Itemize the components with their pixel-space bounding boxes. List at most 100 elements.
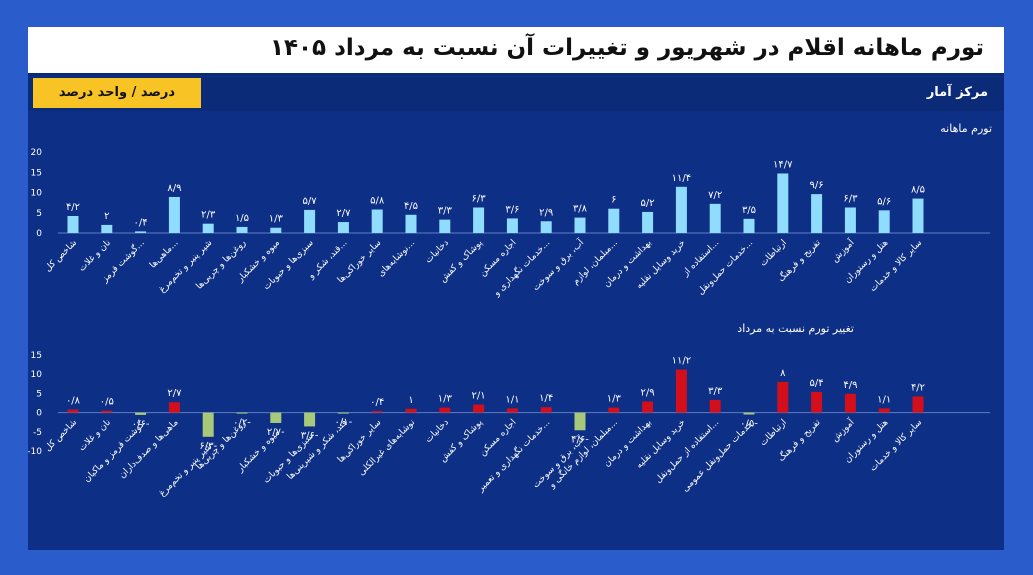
change-ytick-label: -5 — [33, 428, 42, 438]
change-value-label: -۰/۵ — [740, 419, 758, 430]
monthly-category-label: ارتباطات — [758, 238, 789, 269]
change-value-label: ۵/۴ — [810, 378, 824, 389]
monthly-value-label: ۳/۸ — [573, 204, 588, 215]
change-ytick-label: -10 — [28, 447, 42, 457]
monthly-value-label: ۸/۹ — [167, 183, 181, 194]
change-value-label: ۲/۹ — [641, 387, 655, 398]
change-bar — [236, 412, 248, 414]
monthly-value-label: ۱۴/۷ — [773, 159, 793, 170]
monthly-value-label: ۲/۳ — [201, 210, 216, 221]
change-value-label: -۴/۶ — [571, 434, 589, 445]
change-value-label: ۰/۸ — [66, 396, 81, 407]
monthly-bar — [608, 208, 620, 233]
monthly-ytick-label: 20 — [31, 148, 43, 158]
change-value-label: -۲/۷ — [267, 427, 285, 438]
monthly-ytick-label: 5 — [36, 209, 42, 219]
monthly-bar — [642, 211, 654, 233]
change-bar — [506, 408, 518, 413]
monthly-bar — [270, 227, 282, 233]
change-bar — [540, 407, 552, 413]
change-bar — [202, 412, 214, 437]
change-bar — [168, 402, 180, 413]
monthly-bar — [709, 203, 721, 233]
monthly-bar — [135, 231, 147, 233]
monthly-category-label: ماهی‌ها... — [148, 238, 180, 270]
change-bar — [912, 396, 924, 413]
change-bar — [270, 412, 282, 423]
monthly-bar — [743, 218, 755, 233]
change-value-label: ۰/۴ — [370, 397, 384, 408]
monthly-bar — [405, 214, 417, 233]
unit-badge: درصد / واحد درصد — [33, 78, 201, 108]
monthly-ytick-label: 15 — [31, 168, 42, 178]
monthly-value-label: ۶ — [611, 195, 616, 206]
change-category-label: شاخص کل — [43, 418, 79, 454]
change-value-label: ۴/۹ — [843, 380, 857, 391]
monthly-value-label: ۷/۲ — [708, 190, 722, 201]
change-value-label: -۳/۶ — [301, 430, 319, 441]
monthly-value-label: ۳/۶ — [505, 204, 519, 215]
change-bar — [101, 410, 113, 413]
change-bar — [844, 393, 856, 413]
monthly-category-label: آموزش — [829, 236, 857, 264]
monthly-bar — [844, 207, 856, 233]
monthly-bar — [506, 218, 518, 233]
change-category-label: گوشت قرمز و ماکیان — [81, 418, 147, 484]
monthly-bar — [101, 224, 113, 233]
change-value-label: -۰/۱ — [335, 417, 353, 428]
change-bar — [675, 369, 687, 413]
change-value-label: ۸ — [780, 368, 786, 379]
change-value-label: ۲/۷ — [167, 388, 182, 399]
monthly-value-label: ۲ — [104, 211, 109, 222]
monthly-value-label: ۵/۷ — [303, 196, 318, 207]
change-category-label: نان و غلات — [77, 418, 113, 454]
monthly-value-label: ۱/۳ — [269, 214, 284, 225]
change-value-label: ۱/۴ — [539, 393, 553, 404]
title-bar: تورم ماهانه اقلام در شهریور و تغییرات آن… — [28, 27, 1004, 76]
monthly-bar — [811, 194, 823, 233]
monthly-value-label: ۲/۹ — [539, 207, 553, 218]
monthly-bar — [473, 207, 485, 233]
change-bar — [473, 404, 485, 413]
bottom-chart-title: تغییر تورم نسبت به مرداد — [737, 322, 854, 335]
monthly-value-label: ۱/۵ — [235, 213, 249, 224]
change-bar — [878, 408, 890, 413]
change-category-label: شیر پنیر و تخم‌مرغ — [157, 442, 214, 499]
monthly-value-label: ۲/۷ — [336, 208, 351, 219]
monthly-value-label: ۵/۶ — [877, 196, 891, 207]
change-bar — [777, 381, 789, 413]
change-value-label: ۳/۳ — [708, 386, 723, 397]
monthly-category-label: شاخص کل — [43, 238, 79, 274]
monthly-bar — [878, 210, 890, 233]
change-bar — [304, 412, 316, 427]
change-bar — [608, 407, 620, 413]
source-label: مرکز آمار — [926, 85, 988, 100]
monthly-value-label: ۳/۳ — [438, 206, 453, 217]
change-value-label: -۰/۶ — [132, 419, 150, 430]
monthly-ytick-label: 10 — [31, 189, 43, 199]
change-category-label: استفاده از حمل‌ونقل... — [654, 418, 722, 486]
monthly-value-label: ۶/۳ — [472, 193, 487, 204]
change-category-label: دخانیات — [424, 418, 451, 445]
change-value-label: ۱/۱ — [505, 394, 519, 405]
monthly-bar — [540, 221, 552, 233]
monthly-category-label: دخانیات — [424, 238, 451, 265]
change-value-label: ۱/۱ — [877, 394, 891, 405]
subheader-bar: درصد / واحد درصد مرکز آمار — [28, 77, 1004, 111]
monthly-ytick-label: 0 — [36, 229, 42, 239]
change-bar — [337, 412, 349, 414]
monthly-value-label: ۸/۵ — [911, 185, 925, 196]
monthly-value-label: ۴/۲ — [66, 202, 80, 213]
change-ytick-label: 10 — [31, 370, 43, 380]
monthly-category-label: نان و غلات — [77, 238, 113, 274]
monthly-value-label: ۶/۳ — [843, 193, 858, 204]
charts-svg: 0 5 10 15 20 ۴/۲ شاخص کل ۲ نان و غلات ۰/۴ گوشت قرم… — [28, 148, 990, 499]
change-bar — [574, 412, 586, 431]
monthly-value-label: ۳/۵ — [742, 205, 756, 216]
monthly-bar — [168, 196, 180, 233]
change-value-label: ۴/۲ — [911, 382, 925, 393]
chart-frame: تورم ماهانه اقلام در شهریور و تغییرات آن… — [28, 27, 1004, 550]
monthly-value-label: ۰/۴ — [134, 217, 148, 228]
monthly-bar — [912, 198, 924, 233]
monthly-category-label: خدمات نگهداری و... — [490, 237, 552, 299]
